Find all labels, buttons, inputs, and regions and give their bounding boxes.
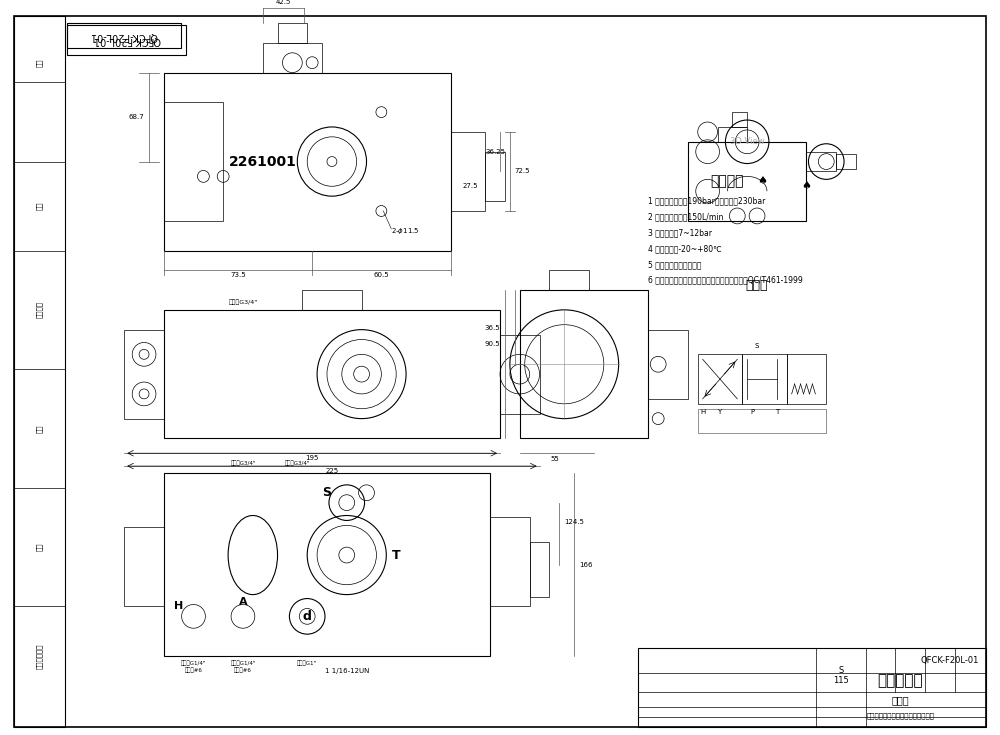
- Text: 注油口G3/4": 注油口G3/4": [285, 460, 310, 466]
- Text: 描图: 描图: [36, 543, 43, 551]
- Bar: [698, 354, 742, 404]
- Text: 124.5: 124.5: [564, 520, 584, 526]
- Bar: [836, 154, 856, 170]
- Bar: [14, 16, 65, 727]
- Text: P: P: [750, 409, 754, 415]
- Bar: [638, 648, 986, 727]
- Bar: [742, 354, 787, 404]
- Bar: [164, 102, 223, 221]
- Text: 90.5: 90.5: [484, 342, 500, 348]
- Text: 2-$\phi$11.5: 2-$\phi$11.5: [391, 226, 420, 236]
- Text: 签字: 签字: [36, 202, 43, 210]
- Text: 排气口#6: 排气口#6: [185, 668, 202, 673]
- Text: 回油口G3/4": 回油口G3/4": [230, 460, 256, 466]
- Bar: [164, 473, 490, 656]
- Text: A: A: [239, 597, 247, 606]
- Bar: [490, 517, 530, 606]
- Text: 72.5: 72.5: [515, 168, 530, 174]
- Bar: [67, 23, 181, 48]
- Text: H: H: [700, 409, 705, 415]
- Text: 166: 166: [579, 562, 593, 568]
- Bar: [278, 23, 307, 43]
- Text: 36.5: 36.5: [484, 325, 500, 331]
- Bar: [302, 290, 362, 310]
- Text: Y: Y: [717, 409, 722, 415]
- Text: 管通用件癌记: 管通用件癌记: [36, 643, 43, 669]
- Bar: [124, 329, 164, 419]
- Bar: [698, 409, 826, 434]
- Bar: [648, 329, 688, 399]
- Bar: [520, 290, 648, 438]
- Text: 68.7: 68.7: [128, 114, 144, 120]
- Bar: [485, 151, 505, 201]
- Text: 技术参数: 技术参数: [711, 174, 744, 188]
- Text: ♠: ♠: [801, 182, 811, 191]
- Bar: [164, 310, 500, 438]
- Text: 注油口G3/4": 注油口G3/4": [228, 299, 258, 305]
- Text: S: S: [755, 343, 759, 349]
- Bar: [500, 334, 540, 414]
- Text: 原理图: 原理图: [746, 279, 768, 292]
- Text: QFCK-F20L-01: QFCK-F20L-01: [921, 656, 979, 665]
- Bar: [67, 25, 186, 55]
- Text: 3 控制气压：7~12bar: 3 控制气压：7~12bar: [648, 229, 712, 237]
- Bar: [688, 142, 806, 221]
- Text: 图纸图号: 图纸图号: [36, 301, 43, 318]
- Text: 60.5: 60.5: [374, 272, 389, 279]
- Text: 42.5: 42.5: [276, 0, 291, 5]
- Bar: [263, 43, 322, 73]
- Text: QFCK-F20L-01: QFCK-F20L-01: [89, 31, 157, 41]
- Text: 液压换向阀: 液压换向阀: [878, 673, 923, 688]
- Text: 4 工作温度：-20~+80℃: 4 工作温度：-20~+80℃: [648, 244, 722, 253]
- Text: 2261001: 2261001: [229, 154, 297, 168]
- Text: 73.5: 73.5: [230, 272, 246, 279]
- Text: T: T: [392, 548, 400, 562]
- Text: H: H: [174, 601, 183, 612]
- Text: 6 产品执行标准：《自卸汽车换向阀技术条件》QC/T461-1999: 6 产品执行标准：《自卸汽车换向阀技术条件》QC/T461-1999: [648, 276, 803, 284]
- Text: 1 1/16-12UN: 1 1/16-12UN: [325, 668, 369, 674]
- Text: 225: 225: [325, 468, 338, 474]
- Text: 2 流量：最大流量150L/min: 2 流量：最大流量150L/min: [648, 212, 724, 221]
- Text: 27.5: 27.5: [463, 183, 478, 190]
- Text: QFCK-F20L-01: QFCK-F20L-01: [92, 35, 160, 45]
- Text: 组合件: 组合件: [892, 695, 909, 706]
- Text: 进气口#6: 进气口#6: [234, 668, 252, 673]
- Text: 进气口G1/4": 进气口G1/4": [230, 661, 256, 667]
- Bar: [451, 132, 485, 211]
- Text: 常州市武进安行液压件制造有限公司: 常州市武进安行液压件制造有限公司: [866, 712, 934, 719]
- Bar: [549, 270, 589, 290]
- Text: 195: 195: [305, 455, 319, 461]
- Text: T: T: [775, 409, 779, 415]
- Text: d: d: [303, 610, 312, 623]
- Bar: [124, 528, 164, 606]
- Bar: [806, 151, 836, 171]
- Text: S: S: [322, 487, 331, 499]
- Bar: [787, 354, 826, 404]
- Bar: [530, 542, 549, 597]
- Text: 回油口G1": 回油口G1": [297, 661, 317, 667]
- Text: 115: 115: [833, 676, 849, 685]
- Text: S: S: [838, 666, 844, 675]
- Bar: [164, 73, 451, 251]
- Text: ♠: ♠: [757, 176, 767, 187]
- Text: 36.25: 36.25: [485, 148, 505, 154]
- Text: 校对: 校对: [36, 424, 43, 433]
- Bar: [732, 112, 747, 127]
- Text: 1 压力：额定压力190bar，最大压力230bar: 1 压力：额定压力190bar，最大压力230bar: [648, 196, 766, 206]
- Text: 5 工作介质：抗磨液压油: 5 工作介质：抗磨液压油: [648, 260, 702, 269]
- Text: 日期: 日期: [36, 59, 43, 67]
- Text: 55: 55: [550, 456, 559, 462]
- Text: 3D View: 3D View: [730, 137, 764, 146]
- Bar: [718, 127, 747, 142]
- Text: 排气口G1/4": 排气口G1/4": [181, 661, 206, 667]
